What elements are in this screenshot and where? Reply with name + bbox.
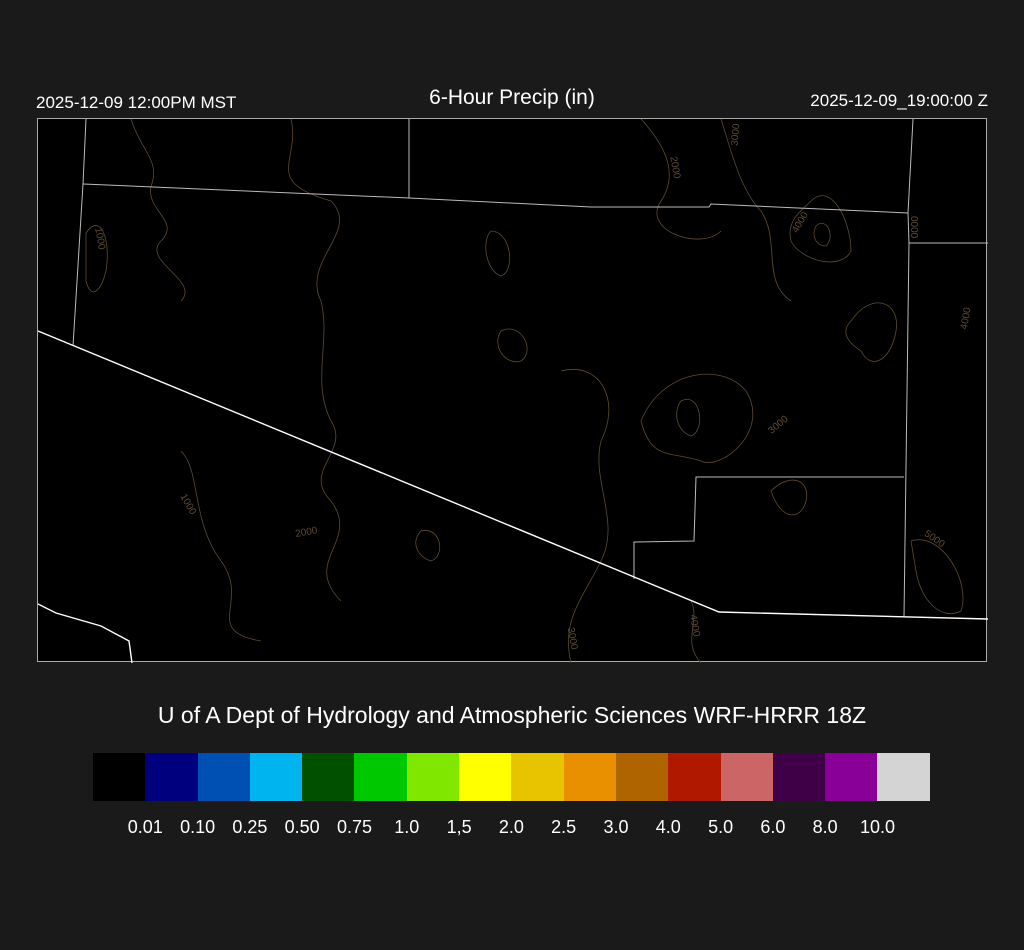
contour-label: 1000 [92, 227, 107, 251]
contour-labels: 1000 2000 3000 4000 0000 4000 3000 1000 … [92, 123, 974, 651]
legend-swatch [668, 753, 721, 801]
legend-label: 1,5 [446, 817, 472, 837]
legend-swatch [406, 753, 460, 801]
contour-label: 1000 [177, 492, 198, 517]
contour-label: 4000 [687, 614, 702, 638]
legend-label: 6.0 [760, 817, 786, 837]
contour-label: 0000 [908, 216, 919, 239]
valid-time-local: 2025-12-09 12:00PM MST [36, 93, 237, 112]
map-title: 6-Hour Precip (in) [429, 86, 595, 109]
contour-label: 3000 [766, 414, 790, 437]
state-boundaries [37, 330, 989, 664]
legend-label: 1.0 [394, 817, 420, 837]
legend-swatch [93, 753, 146, 801]
legend-swatch [249, 753, 303, 801]
contour-label: 5000 [922, 528, 947, 550]
legend-label: 0.50 [284, 817, 320, 837]
contour-label: 4000 [959, 306, 974, 330]
legend-label: 0.01 [127, 817, 163, 837]
legend-label: 2.0 [498, 817, 524, 837]
legend-swatch [511, 753, 564, 801]
valid-time-utc: 2025-12-09_19:00:00 Z [810, 91, 988, 110]
legend-label: 4.0 [655, 817, 681, 837]
legend-swatch [197, 753, 250, 801]
legend-swatch [615, 753, 669, 801]
legend-swatch [354, 753, 407, 801]
map-canvas: 1000 2000 3000 4000 0000 4000 3000 1000 … [37, 118, 989, 664]
contour-label: 4000 [790, 210, 811, 235]
precip-map: 1000 2000 3000 4000 0000 4000 3000 1000 … [37, 118, 989, 664]
contour-label: 3000 [565, 627, 580, 651]
legend-swatch [825, 753, 878, 801]
legend-label: 0.75 [336, 817, 373, 837]
legend-label: 8.0 [812, 817, 838, 837]
legend-label: 3.0 [603, 817, 629, 837]
legend-label: 0.25 [232, 817, 268, 837]
contour-label: 3000 [730, 123, 743, 147]
legend-swatch [772, 753, 826, 801]
model-credit: U of A Dept of Hydrology and Atmospheric… [157, 702, 867, 728]
color-legend [93, 753, 930, 801]
legend-swatch [302, 753, 355, 801]
contour-label: 2000 [294, 525, 318, 540]
legend-label: 2.5 [551, 817, 577, 837]
legend-swatch [459, 753, 512, 801]
legend-label: 10.0 [859, 817, 896, 837]
legend-label: 0.10 [180, 817, 216, 837]
legend-swatch [877, 753, 930, 801]
legend-swatch [145, 753, 198, 801]
legend-label: 5.0 [708, 817, 734, 837]
terrain-contours [85, 118, 964, 664]
legend-swatch [720, 753, 773, 801]
contour-label: 2000 [667, 156, 682, 180]
legend-swatch [563, 753, 616, 801]
county-boundaries [72, 118, 988, 618]
